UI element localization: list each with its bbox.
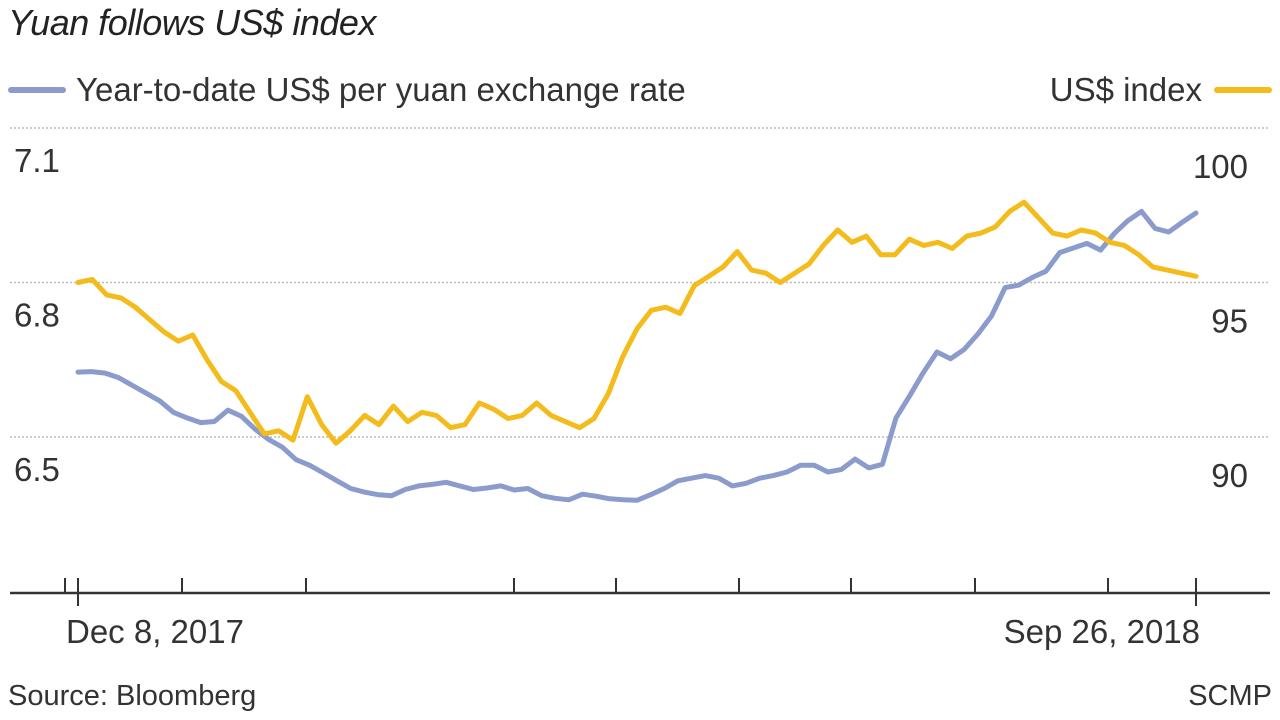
legend-yuan: Year-to-date US$ per yuan exchange rate xyxy=(8,68,686,112)
y-left-tick-label: 7.1 xyxy=(14,142,60,179)
y-left-tick-label: 6.5 xyxy=(14,451,60,488)
gridlines xyxy=(10,127,1270,438)
y-right-tick-label: 95 xyxy=(1211,303,1248,340)
publisher-credit: SCMP xyxy=(1188,680,1272,712)
legend-yuan-label: Year-to-date US$ per yuan exchange rate xyxy=(76,71,686,108)
chart-title: Yuan follows US$ index xyxy=(8,2,376,43)
legend-usd-label: US$ index xyxy=(1049,71,1202,108)
y-tick-labels: 7.1 6.8 6.5 100 95 90 xyxy=(14,142,1248,494)
series-usd-line xyxy=(75,199,1199,446)
legend-usd: US$ index xyxy=(1050,68,1272,112)
x-axis: Dec 8, 2017 Sep 26, 2018 xyxy=(10,578,1270,650)
legend-yuan-swatch xyxy=(8,87,66,93)
legend-usd-swatch xyxy=(1214,87,1272,93)
y-right-tick-label: 100 xyxy=(1193,148,1248,185)
series-yuan-line xyxy=(75,208,1199,503)
source-note: Source: Bloomberg xyxy=(8,680,257,712)
x-tick-label-end: Sep 26, 2018 xyxy=(1004,613,1200,650)
x-tick-label-start: Dec 8, 2017 xyxy=(66,613,244,650)
series-lines xyxy=(75,199,1199,503)
y-right-tick-label: 90 xyxy=(1211,457,1248,494)
y-left-tick-label: 6.8 xyxy=(14,297,60,334)
